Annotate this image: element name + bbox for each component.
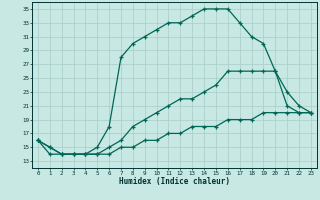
X-axis label: Humidex (Indice chaleur): Humidex (Indice chaleur) (119, 177, 230, 186)
